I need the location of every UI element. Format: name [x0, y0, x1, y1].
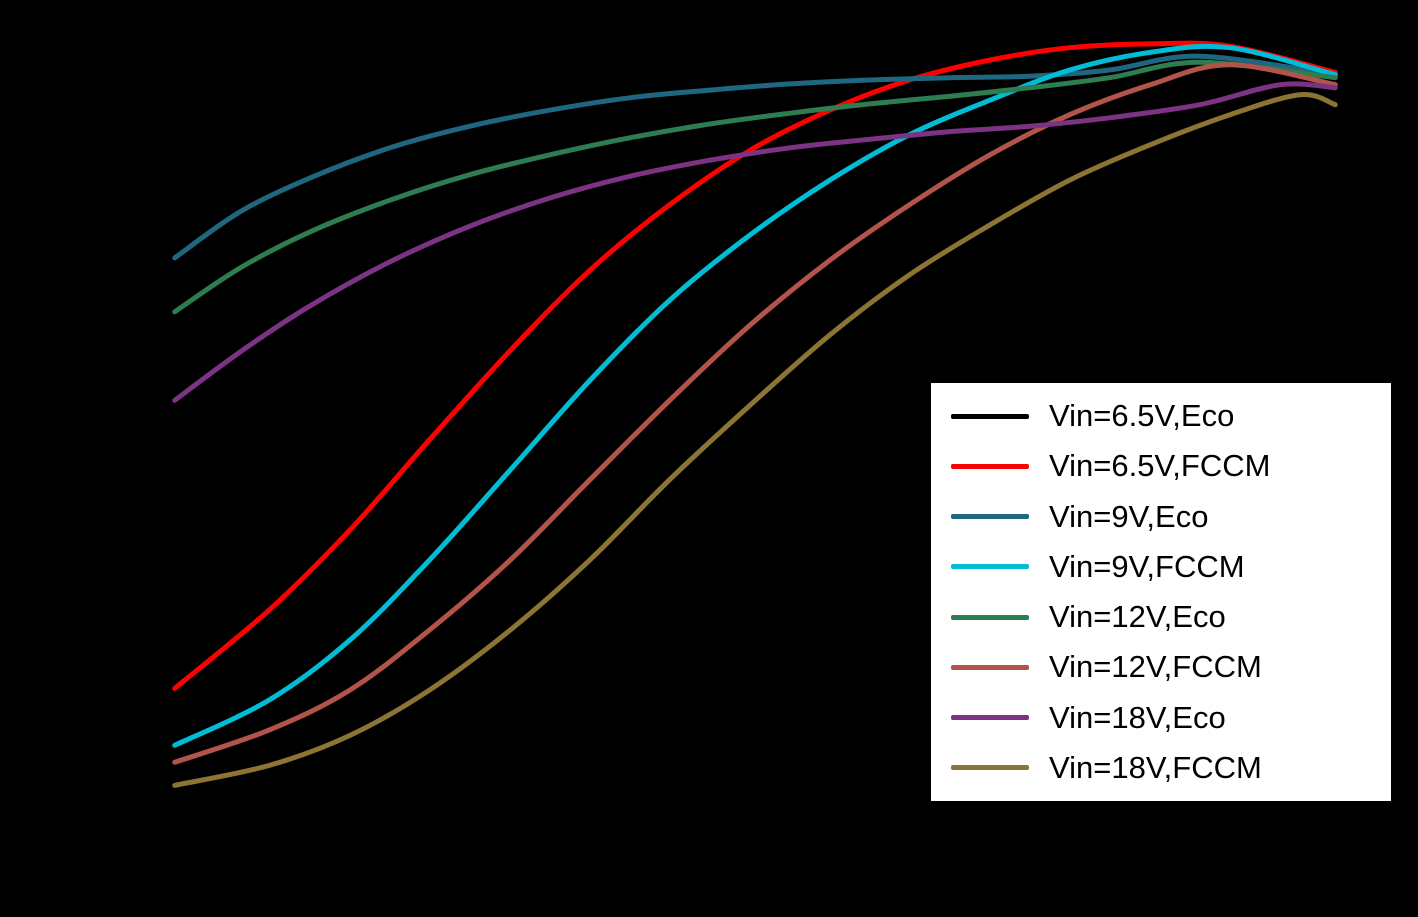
legend-line-swatch-vin9-fccm — [951, 564, 1029, 570]
series-line-vin12-eco — [172, 59, 1338, 315]
legend-line-swatch-vin9-eco — [951, 514, 1029, 520]
legend-label-vin18-fccm: Vin=18V,FCCM — [1049, 749, 1262, 785]
legend-item-vin12-eco: Vin=12V,Eco — [951, 599, 1383, 635]
legend-item-vin6p5-eco: Vin=6.5V,Eco — [951, 398, 1383, 434]
legend-label-vin9-fccm: Vin=9V,FCCM — [1049, 548, 1245, 584]
series-line-vin6p5-eco — [172, 48, 1338, 218]
legend-item-vin12-fccm: Vin=12V,FCCM — [951, 650, 1383, 684]
legend-label-vin12-eco: Vin=12V,Eco — [1049, 599, 1226, 635]
legend-label-vin18-eco: Vin=18V,Eco — [1049, 699, 1226, 735]
legend-item-vin18-eco: Vin=18V,Eco — [951, 699, 1383, 735]
legend-line-swatch-vin18-eco — [951, 715, 1029, 721]
series-line-vin9-eco — [172, 53, 1338, 261]
legend-label-vin9-eco: Vin=9V,Eco — [1049, 498, 1209, 534]
series-line-vin12-fccm — [172, 62, 1338, 765]
legend-item-vin18-fccm: Vin=18V,FCCM — [951, 749, 1383, 785]
legend-line-swatch-vin12-fccm — [951, 664, 1029, 670]
series-line-vin6p5-fccm — [172, 40, 1338, 691]
legend: Vin=6.5V,Eco Vin=6.5V,FCCM Vin=9V,Eco Vin=9… — [930, 382, 1392, 802]
legend-label-vin6p5-fccm: Vin=6.5V,FCCM — [1049, 448, 1271, 484]
legend-line-swatch-vin6p5-fccm — [951, 463, 1029, 469]
legend-line-swatch-vin6p5-eco — [951, 413, 1029, 419]
series-line-vin9-fccm — [172, 43, 1338, 748]
legend-label-vin6p5-eco: Vin=6.5V,Eco — [1049, 398, 1235, 434]
legend-line-swatch-vin12-eco — [951, 614, 1029, 620]
legend-line-swatch-vin18-fccm — [951, 765, 1029, 771]
legend-label-vin12-fccm: Vin=12V,FCCM — [1049, 649, 1262, 685]
legend-item-vin9-eco: Vin=9V,Eco — [951, 498, 1383, 534]
legend-item-vin6p5-fccm: Vin=6.5V,FCCM — [951, 449, 1383, 483]
series-line-vin18-eco — [172, 81, 1338, 403]
series-line-vin18-fccm — [172, 92, 1338, 788]
legend-item-vin9-fccm: Vin=9V,FCCM — [951, 548, 1383, 584]
